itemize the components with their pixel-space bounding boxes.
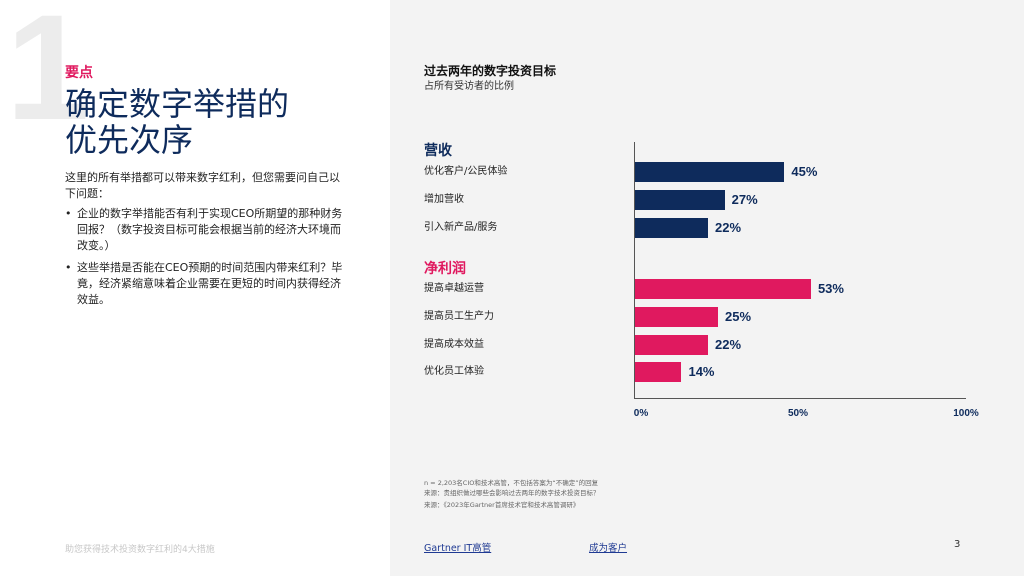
category-label: 优化客户/公民体验 [424, 166, 508, 177]
page-title: 确定数字举措的 优先次序 [65, 86, 289, 158]
data-label: 22% [715, 337, 742, 352]
eyebrow-heading: 要点 [65, 65, 93, 81]
list-item: 这些举措是否能在CEO预期的时间范围内带来红利？毕竟，经济紧缩意味着企业需要在更… [65, 260, 350, 308]
gartner-executives-link[interactable]: Gartner IT高管 [424, 543, 492, 554]
category-label: 引入新产品/服务 [424, 222, 498, 233]
title-line-2: 优先次序 [65, 121, 194, 159]
category-label: 提高卓越运营 [424, 283, 484, 294]
bar [635, 162, 785, 182]
x-tick-label: 50% [787, 408, 809, 419]
page-number: 3 [954, 539, 961, 550]
data-label: 25% [725, 309, 752, 324]
category-label: 增加营收 [424, 194, 464, 205]
list-item: 企业的数字举措能否有利于实现CEO所期望的那种财务回报？（数字投资目标可能会根据… [65, 206, 350, 254]
chart-subtitle: 占所有受访者的比例 [424, 81, 514, 92]
data-label: 14% [688, 364, 715, 379]
data-label: 27% [731, 192, 758, 207]
category-label: 优化员工体验 [424, 366, 484, 377]
group-label: 净利润 [424, 261, 466, 277]
data-label: 45% [791, 164, 818, 179]
bar [635, 279, 811, 299]
footnote-source: 来源：《2023年Gartner首席技术官和技术高管调研》 [424, 501, 580, 509]
x-tick-label: 0% [633, 408, 649, 419]
x-tick-label: 100% [953, 408, 979, 419]
footer-series-title: 助您获得技术投资数字红利的4大措施 [65, 545, 215, 555]
category-label: 提高员工生产力 [424, 311, 494, 322]
question-list: 企业的数字举措能否有利于实现CEO所期望的那种财务回报？（数字投资目标可能会根据… [65, 206, 350, 314]
bar [635, 362, 682, 382]
bar [635, 307, 718, 327]
bar [635, 190, 725, 210]
title-line-1: 确定数字举措的 [65, 85, 290, 123]
y-axis-line [634, 142, 635, 399]
bar [635, 335, 709, 355]
bar [635, 218, 709, 238]
chart-title: 过去两年的数字投资目标 [424, 64, 557, 78]
data-label: 22% [715, 220, 742, 235]
category-label: 提高成本效益 [424, 339, 484, 350]
footnote-question: 来源：贵组织做过哪些会影响过去两年的数字技术投资目标？ [424, 489, 600, 497]
x-axis-line [634, 398, 966, 399]
data-label: 53% [817, 281, 844, 296]
intro-text: 这里的所有举措都可以带来数字红利，但您需要问自己以下问题： [65, 171, 340, 200]
section-number: 1 [6, 0, 90, 151]
footnote-sample: n = 2,203名CIO和技术高管，不包括答案为“不确定”的回复 [424, 479, 599, 487]
become-client-link[interactable]: 成为客户 [589, 543, 628, 554]
group-label: 营收 [424, 143, 452, 159]
